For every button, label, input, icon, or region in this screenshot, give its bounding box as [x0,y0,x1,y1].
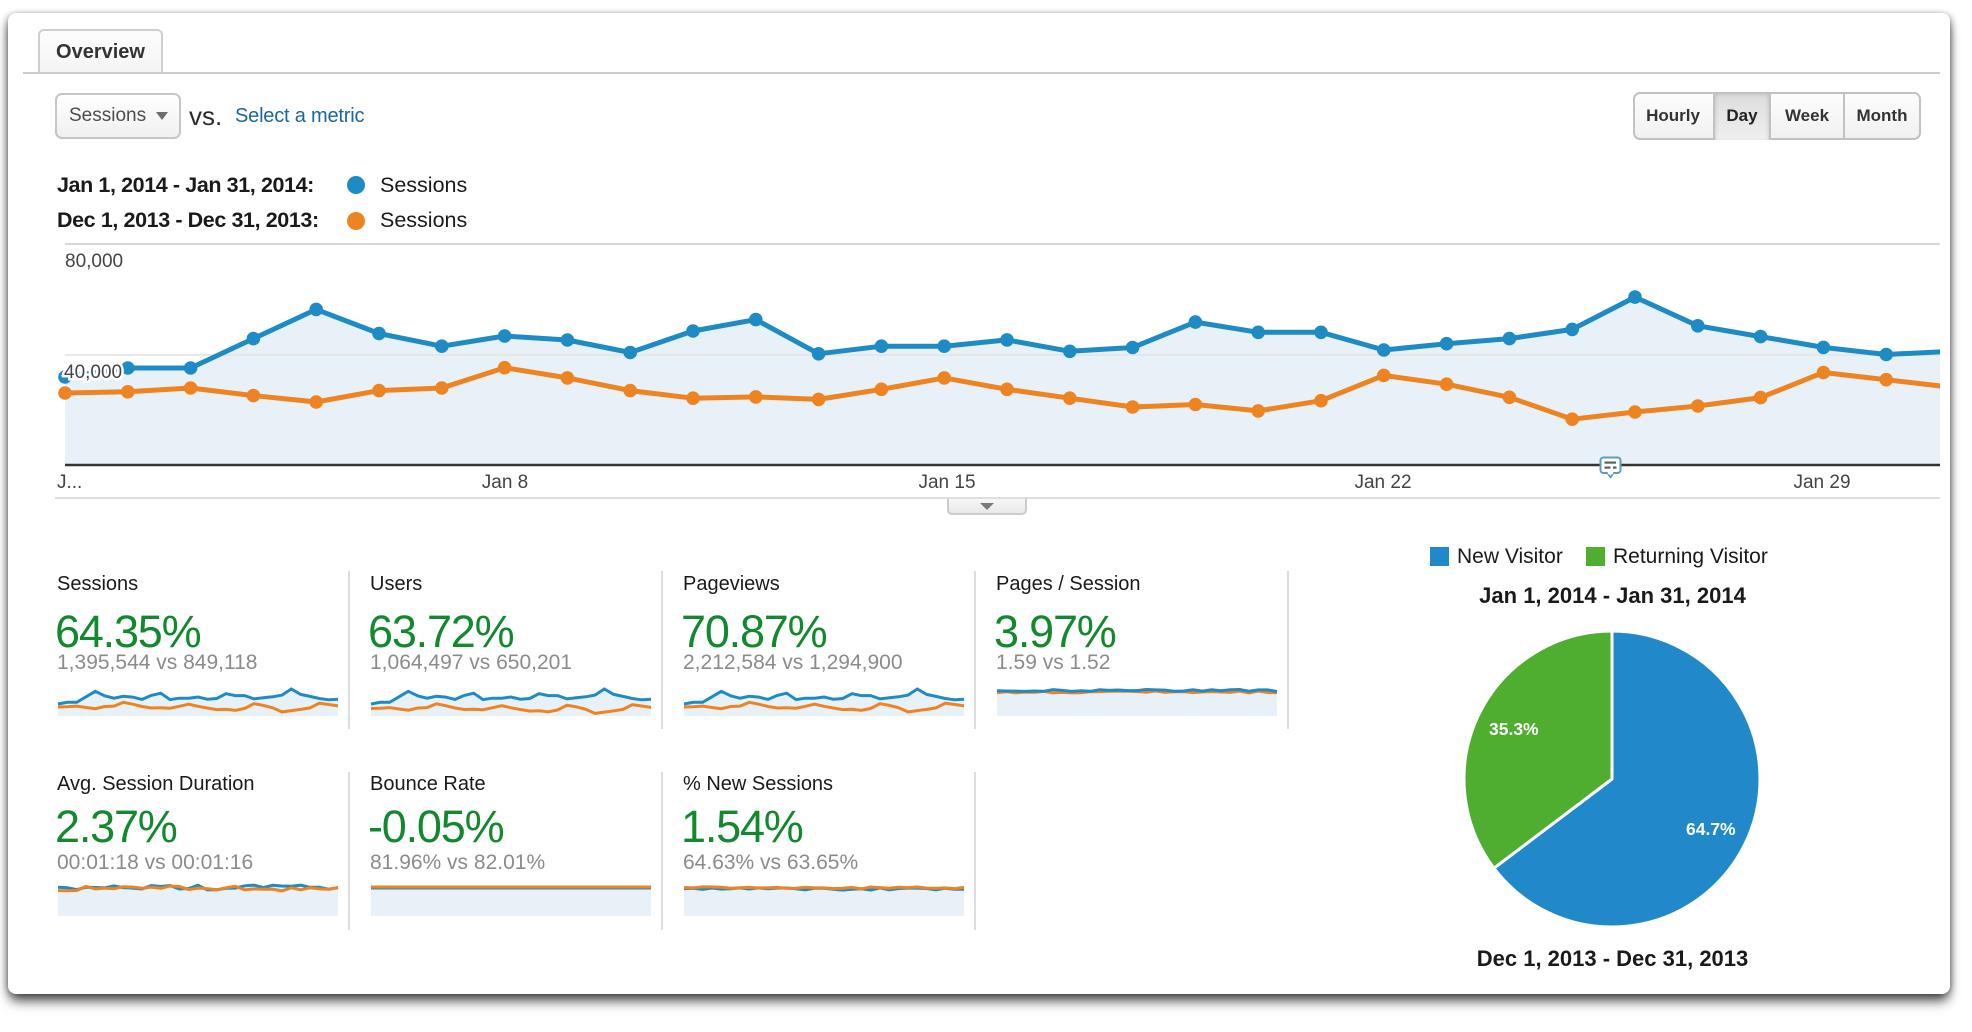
svg-text:80,000: 80,000 [65,251,123,272]
svg-text:40,000: 40,000 [64,362,122,383]
svg-text:35.3%: 35.3% [1489,719,1539,739]
svg-text:64.7%: 64.7% [1686,819,1736,839]
